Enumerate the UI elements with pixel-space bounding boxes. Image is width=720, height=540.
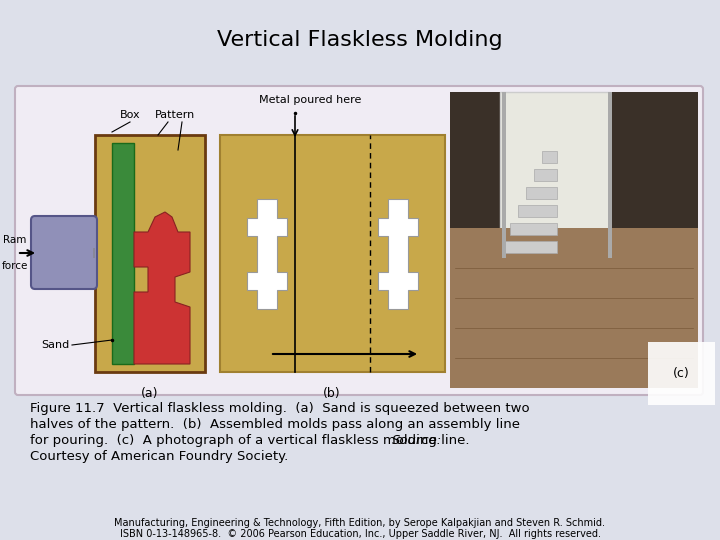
Text: Courtesy of American Foundry Society.: Courtesy of American Foundry Society. — [30, 450, 288, 463]
Bar — [450, 92, 698, 388]
Bar — [93, 248, 95, 258]
Text: (c): (c) — [673, 367, 690, 380]
Bar — [526, 187, 557, 199]
Text: Metal poured here: Metal poured here — [258, 95, 361, 105]
FancyBboxPatch shape — [31, 216, 97, 289]
Bar — [518, 205, 557, 217]
Text: Pattern: Pattern — [155, 110, 195, 120]
Text: Manufacturing, Engineering & Technology, Fifth Edition, by Serope Kalpakjian and: Manufacturing, Engineering & Technology,… — [114, 518, 606, 528]
Text: Vertical Flaskless Molding: Vertical Flaskless Molding — [217, 30, 503, 50]
Text: (a): (a) — [141, 387, 158, 400]
Bar — [534, 169, 557, 181]
Bar — [542, 151, 557, 163]
Text: Figure 11.7  Vertical flaskless molding.  (a)  Sand is squeezed between two: Figure 11.7 Vertical flaskless molding. … — [30, 402, 530, 415]
Text: Source:: Source: — [392, 434, 442, 447]
Text: Ram: Ram — [4, 235, 27, 245]
Bar — [500, 92, 610, 258]
Bar — [450, 92, 698, 228]
Polygon shape — [247, 199, 287, 309]
Text: for pouring.  (c)  A photograph of a vertical flaskless molding line.: for pouring. (c) A photograph of a verti… — [30, 434, 478, 447]
Text: force: force — [2, 261, 28, 271]
Text: Box: Box — [120, 110, 140, 120]
Bar — [112, 143, 134, 364]
Bar — [608, 92, 612, 258]
Text: Sand: Sand — [42, 340, 70, 350]
Text: ISBN 0-13-148965-8.  © 2006 Pearson Education, Inc., Upper Saddle River, NJ.  Al: ISBN 0-13-148965-8. © 2006 Pearson Educa… — [120, 529, 600, 539]
Bar — [98, 138, 202, 369]
Polygon shape — [378, 199, 418, 309]
Bar — [510, 223, 557, 235]
Bar — [502, 241, 557, 253]
Bar — [95, 135, 205, 372]
FancyBboxPatch shape — [450, 228, 698, 388]
Text: (b): (b) — [323, 387, 341, 400]
Polygon shape — [134, 212, 190, 364]
FancyBboxPatch shape — [15, 86, 703, 395]
Bar — [220, 135, 445, 372]
Text: halves of the pattern.  (b)  Assembled molds pass along an assembly line: halves of the pattern. (b) Assembled mol… — [30, 418, 520, 431]
Bar — [502, 92, 506, 258]
